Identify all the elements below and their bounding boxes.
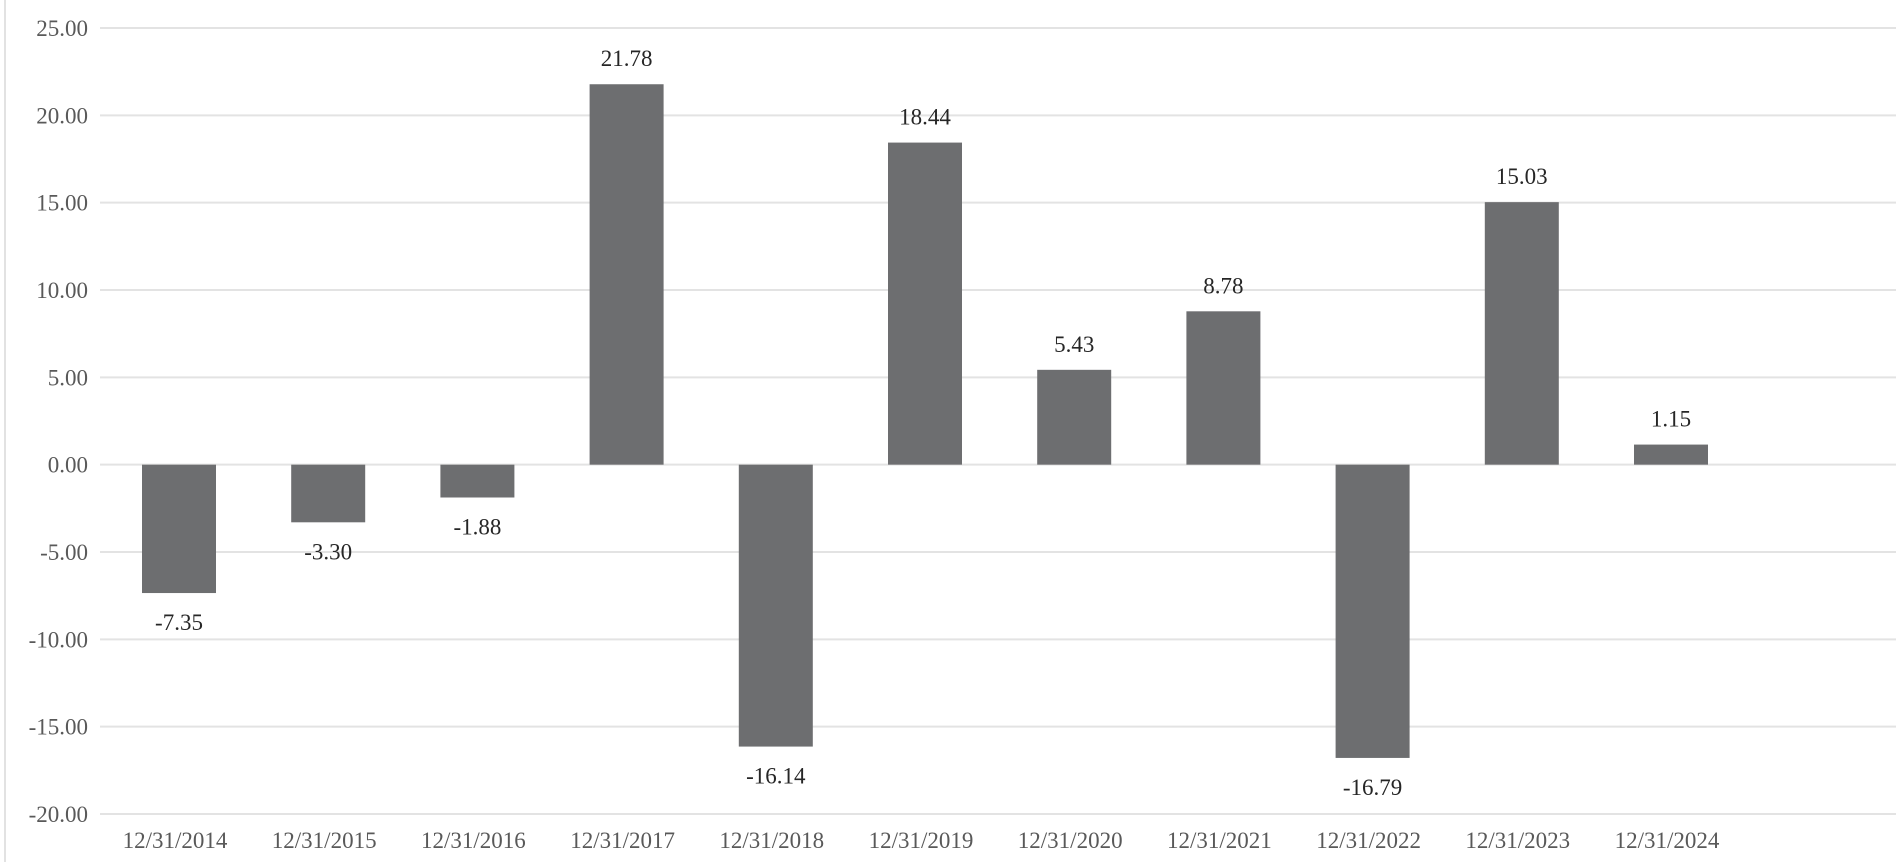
bar-12-31-2017 bbox=[589, 84, 664, 465]
x-tick-label: 12/31/2022 bbox=[1316, 828, 1421, 853]
bar-12-31-2023 bbox=[1484, 202, 1559, 465]
data-label: 5.43 bbox=[1054, 332, 1094, 357]
y-tick-label: 10.00 bbox=[36, 278, 88, 303]
x-tick-label: 12/31/2018 bbox=[719, 828, 824, 853]
y-tick-label: -5.00 bbox=[40, 540, 88, 565]
data-label: 15.03 bbox=[1496, 164, 1548, 189]
data-label: -1.88 bbox=[453, 515, 501, 540]
bar-12-31-2022 bbox=[1335, 464, 1410, 758]
data-label: -7.35 bbox=[155, 610, 203, 635]
bar-12-31-2021 bbox=[1186, 311, 1261, 465]
data-labels: -7.35 -3.30 -1.88 21.78 -16.14 18.44 5.43 8.78 -… bbox=[155, 46, 1691, 800]
bar-12-31-2014 bbox=[142, 464, 216, 594]
bars bbox=[142, 84, 1708, 758]
x-tick-label: 12/31/2021 bbox=[1167, 828, 1272, 853]
data-label: -16.79 bbox=[1343, 775, 1402, 800]
gridlines bbox=[4, 0, 1896, 862]
bar-12-31-2020 bbox=[1037, 369, 1112, 465]
x-tick-label: 12/31/2024 bbox=[1615, 828, 1720, 853]
x-axis-ticks: 12/31/2014 12/31/2015 12/31/2016 12/31/2017… bbox=[123, 828, 1720, 853]
data-label: 1.15 bbox=[1651, 407, 1691, 432]
y-tick-label: 5.00 bbox=[48, 365, 88, 390]
y-tick-label: 15.00 bbox=[36, 191, 88, 216]
bar-12-31-2015 bbox=[291, 464, 366, 523]
data-label: -16.14 bbox=[746, 764, 806, 789]
y-axis-ticks: 25.00 20.00 15.00 10.00 5.00 0.00 -5.00 -10.00 -… bbox=[29, 16, 88, 827]
y-tick-label: 0.00 bbox=[48, 453, 88, 478]
y-tick-label: -15.00 bbox=[29, 715, 88, 740]
x-tick-label: 12/31/2023 bbox=[1465, 828, 1570, 853]
bar-12-31-2016 bbox=[440, 464, 515, 498]
y-tick-label: 25.00 bbox=[36, 16, 88, 41]
bar-12-31-2018 bbox=[738, 464, 813, 747]
x-tick-label: 12/31/2019 bbox=[869, 828, 974, 853]
data-label: 18.44 bbox=[899, 105, 951, 130]
y-tick-label: -20.00 bbox=[29, 802, 88, 827]
x-tick-label: 12/31/2017 bbox=[570, 828, 675, 853]
y-tick-label: 20.00 bbox=[36, 103, 88, 128]
x-tick-label: 12/31/2020 bbox=[1018, 828, 1123, 853]
bar-12-31-2019 bbox=[888, 142, 962, 465]
data-label: -3.30 bbox=[304, 539, 352, 564]
y-tick-label: -10.00 bbox=[29, 627, 88, 652]
x-tick-label: 12/31/2016 bbox=[421, 828, 526, 853]
bar-12-31-2024 bbox=[1634, 444, 1708, 465]
x-tick-label: 12/31/2015 bbox=[272, 828, 377, 853]
data-label: 8.78 bbox=[1203, 273, 1243, 298]
data-label: 21.78 bbox=[601, 46, 653, 71]
x-tick-label: 12/31/2014 bbox=[123, 828, 228, 853]
